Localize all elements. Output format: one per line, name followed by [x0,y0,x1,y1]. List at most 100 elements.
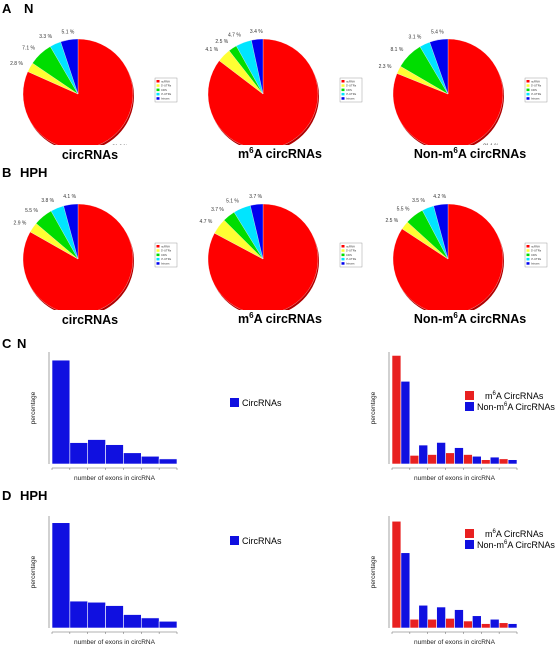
panel-b-condition: HPH [20,165,48,180]
panel-c-letter: C [2,336,12,351]
pie-legend-label-cds: CDS [161,88,167,92]
pie-label-cds: 7.1 % [22,45,35,51]
pie-label-cds: 2.5 % [215,39,228,45]
pie-legend-swatch-utr5 [156,84,160,87]
pie-label-utr5: 2.5 % [385,218,398,224]
bar-circrna-5 [123,452,142,465]
x-axis-label: number of exons in circRNA [414,475,496,482]
pie-legend-label-utr5: 5'-UTRs [161,249,172,253]
bar-m6a-4 [445,618,455,629]
bar-non-m6a-3 [436,606,446,629]
bar-non-m6a-6 [489,618,500,629]
pie-title-b-m6a: m6A circRNAs [238,311,322,327]
bar-circrna-5 [123,614,142,629]
bar-circrna-2 [69,442,89,465]
pie-slice-introns [251,38,264,95]
pie-slice-introns [429,38,449,95]
bar-circrna-6 [140,617,160,629]
pie-legend-swatch-utr3 [526,257,530,261]
bar-m6a-3 [427,618,437,629]
bar-non-m6a-1 [400,380,411,465]
pie-title-b-non-m6a: Non-m6A circRNAs [413,311,527,327]
pie-legend-label-cds: CDS [531,253,537,257]
pie-svg: 80.8 %2.9 %5.5 %3.8 %4.1 %ncRNA5'-UTRsCD… [14,194,178,317]
pie-svg: 84 %2.5 %5.5 %3.5 %4.2 %ncRNA5'-UTRsCDS3… [385,194,548,318]
pie-label-cds: 3.7 % [211,207,224,213]
bar-chart-c-m6a-vs-non: percentage number of exons in circRNA [362,348,527,490]
bar-chart-d-m6a-vs-non: percentage number of exons in circRNA [362,512,527,654]
pie-legend-swatch-cds [341,253,345,257]
bar-non-m6a-7 [507,623,518,629]
pie-legend-swatch-ncrna [526,80,530,83]
pie-legend-label-utr5: 5'-UTRs [531,249,542,253]
bar-non-m6a-5 [472,615,482,629]
panel-c-condition: N [17,336,27,351]
bar-svg: percentage number of exons in circRNA [30,516,178,646]
pie-slice-introns [60,38,79,95]
bar-circrna-1 [51,522,71,629]
pie-slice-introns [250,203,264,260]
pie-legend-swatch-utr5 [156,249,160,252]
pie-label-utr3: 3.8 % [41,198,54,204]
bar-non-m6a-7 [507,459,518,465]
pie-legend-label-utr3: 3'-UTRs [531,257,542,261]
bar-m6a-7 [498,622,509,629]
pie-label-introns: 5.1 % [62,29,75,35]
pie-legend-swatch-cds [526,88,530,92]
pie-legend-swatch-cds [526,253,530,257]
pie-legend-label-introns: Introns [531,97,540,101]
pie-legend-label-ncrna: ncRNA [161,244,170,248]
pie-legend-label-introns: Introns [161,262,170,266]
pie-legend-swatch-ncrna [341,80,345,83]
pie-legend-label-utr3: 3'-UTRs [346,92,357,96]
pie-label-cds: 5.5 % [25,208,38,214]
pie-label-introns: 3.7 % [249,194,262,200]
pie-chart-b-m6a-circrnas: 82.7 %4.7 %3.7 %5.1 %3.7 %ncRNA5'-UTRsCD… [185,185,370,317]
pie-svg: 82.7 %4.7 %3.7 %5.1 %3.7 %ncRNA5'-UTRsCD… [200,194,363,317]
panel-d-condition: HPH [20,488,48,503]
pie-legend-label-introns: Introns [531,262,540,266]
pie-label-introns: 4.1 % [63,194,76,200]
panel-a-letter: A [2,1,12,16]
pie-svg: 81.6 % 2.8 % 7.1 % 3.3 % 5.1 % ncRNA5'-UTRsCD… [10,29,178,151]
bar-legend-d-right: m6A CircRNAs Non-m6A CircRNAs [465,528,555,550]
pie-chart-b-non-m6a-circrnas: 84 %2.5 %5.5 %3.5 %4.2 %ncRNA5'-UTRsCDS3… [370,185,555,318]
pie-legend-swatch-utr3 [156,92,160,96]
bar-non-m6a-2 [418,444,429,465]
pie-legend-swatch-introns [156,97,160,100]
pie-label-utr3: 4.7 % [228,33,241,39]
y-axis-label: percentage [30,391,37,424]
pie-label-cds: 8.1 % [391,47,404,53]
pie-legend-swatch-ncrna [526,245,530,248]
pie-legend-label-utr5: 5'-UTRs [346,249,357,253]
bar-m6a-1 [391,520,402,629]
pie-legend-swatch-introns [341,97,345,100]
bar-circrna-4 [105,444,124,465]
bar-m6a-6 [480,459,491,465]
pie-label-utr5: 2.3 % [379,64,392,70]
bar-non-m6a-5 [472,455,482,465]
pie-chart-a-m6a-circrnas: 85.7 %4.1 %2.5 %4.7 %3.4 %ncRNA5'-UTRsCD… [185,20,370,154]
pie-legend-swatch-utr5 [341,249,345,252]
bar-svg: percentage number of exons in circRNA [370,516,518,646]
pie-label-utr3: 3.1 % [409,34,422,40]
pie-chart-b-circrnas: 80.8 %2.9 %5.5 %3.8 %4.1 %ncRNA5'-UTRsCD… [0,185,185,317]
pie-title-b-circrnas: circRNAs [61,313,119,327]
pie-title-a-m6a: m6A circRNAs [238,146,322,162]
bar-m6a-6 [480,623,491,629]
pie-title-a-non-m6a: Non-m6A circRNAs [413,146,527,162]
y-axis-label: percentage [370,555,377,588]
bar-m6a-7 [498,458,509,465]
pie-legend-label-utr5: 5'-UTRs [346,84,357,88]
panel-d-letter: D [2,488,12,503]
pie-legend-swatch-ncrna [156,80,160,83]
bar-non-m6a-4 [454,609,464,629]
bar-m6a-4 [445,452,455,465]
pie-legend-swatch-utr3 [526,92,530,96]
pie-label-cds: 5.5 % [397,207,410,213]
pie-legend-label-cds: CDS [531,88,537,92]
bar-non-m6a-1 [400,552,411,629]
pie-label-utr5: 2.8 % [10,61,23,67]
